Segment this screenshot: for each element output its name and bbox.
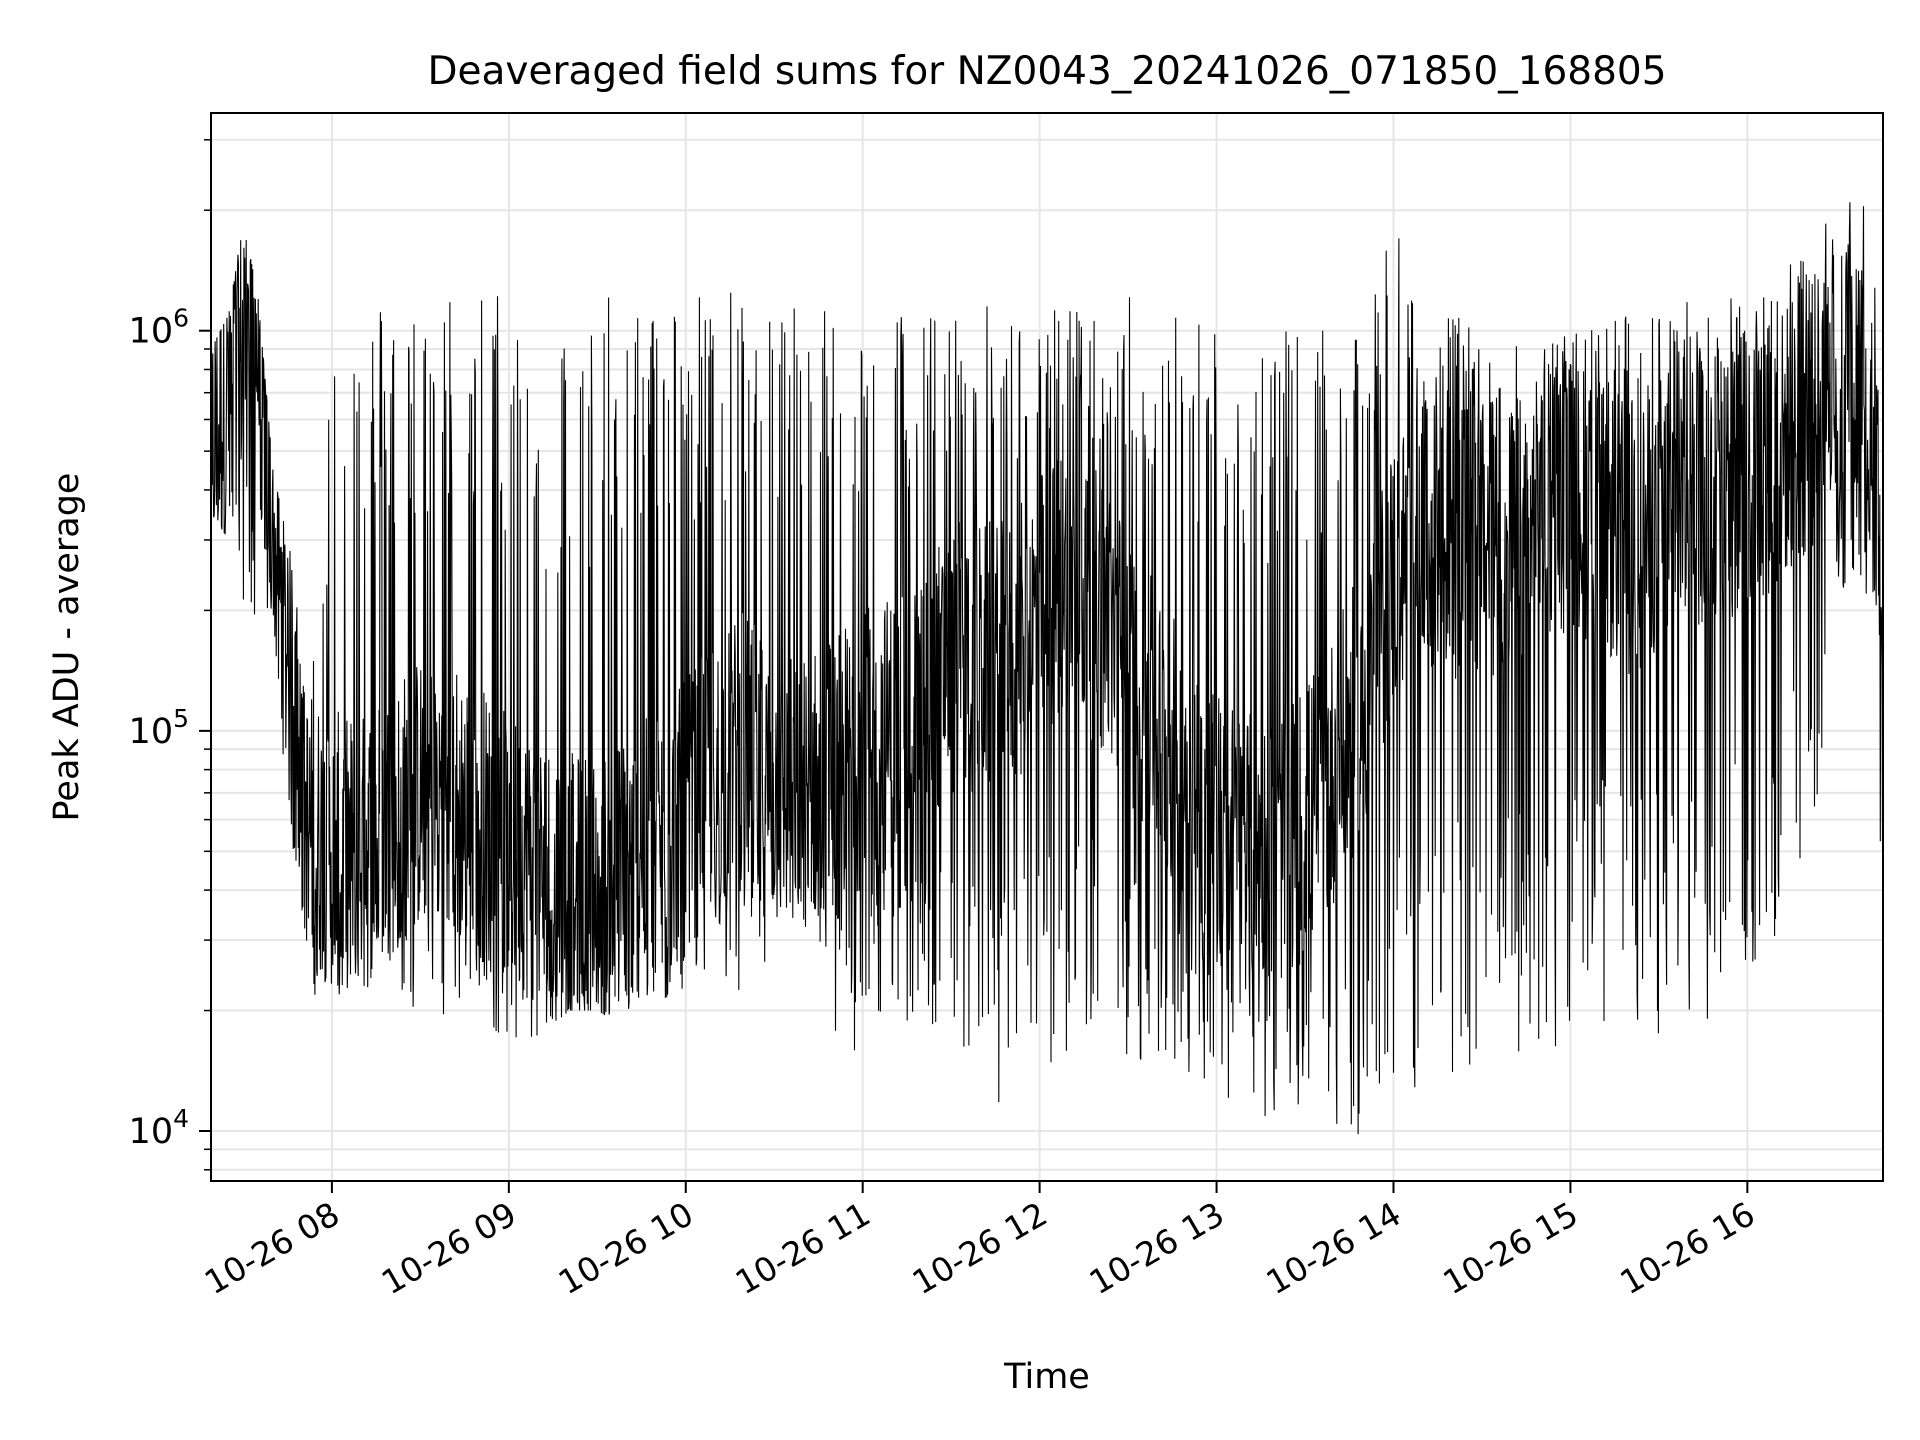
y-axis-label: Peak ADU - average xyxy=(47,473,87,822)
chart-title: Deaveraged field sums for NZ0043_2024102… xyxy=(427,49,1666,94)
y-tick-exponent: 6 xyxy=(173,304,189,333)
plot-area xyxy=(210,202,1884,1135)
y-tick-label: 106 xyxy=(129,304,189,352)
plot-frame xyxy=(210,112,1884,1182)
y-tick-exponent: 5 xyxy=(173,704,189,733)
y-tick-label: 105 xyxy=(129,704,189,752)
y-tick-label: 104 xyxy=(129,1104,189,1152)
y-tick-base: 10 xyxy=(129,312,174,352)
y-tick-base: 10 xyxy=(129,1112,174,1152)
y-tick-exponent: 4 xyxy=(173,1104,189,1133)
series-line-peak-adu xyxy=(210,202,1884,1135)
x-axis-label: Time xyxy=(1003,1357,1090,1397)
y-tick-base: 10 xyxy=(129,712,174,752)
